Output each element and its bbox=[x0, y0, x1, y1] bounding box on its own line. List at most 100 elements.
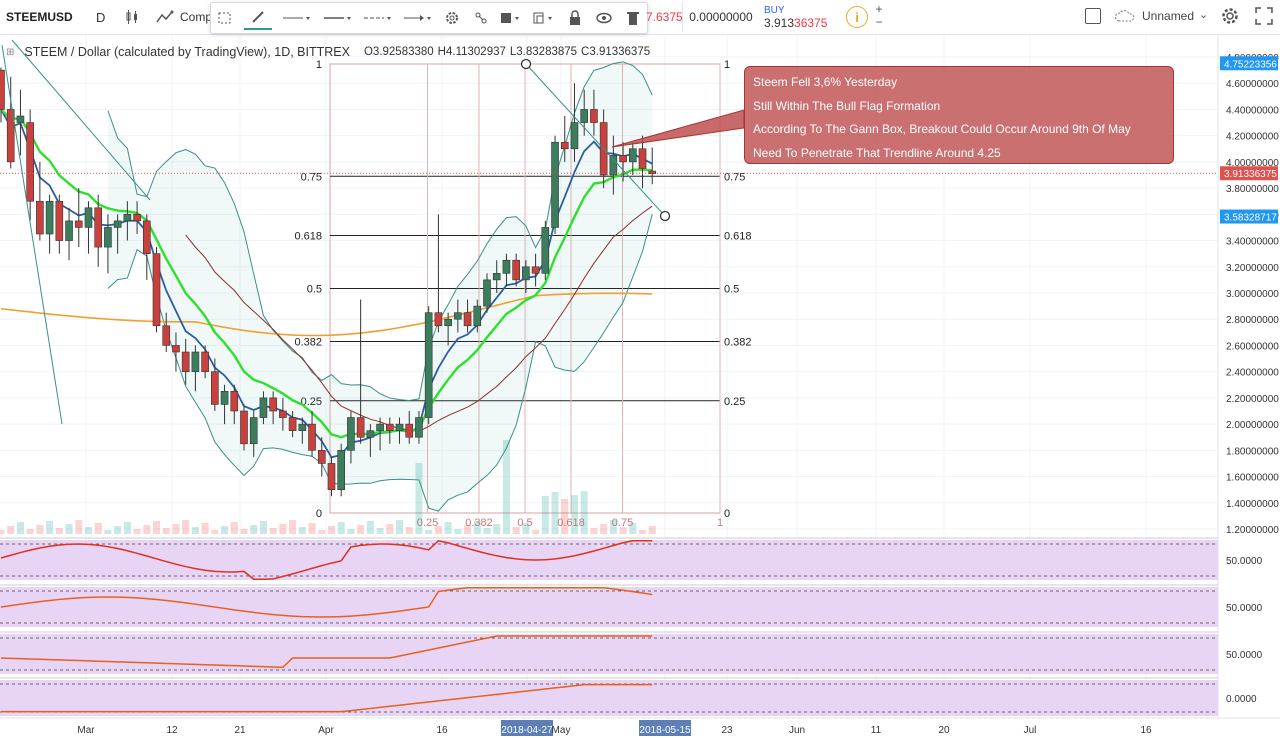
gann-level-label-right: 0.5 bbox=[724, 284, 739, 296]
checkbox-icon[interactable] bbox=[1085, 8, 1101, 24]
candle-body bbox=[424, 312, 433, 418]
candle-body bbox=[211, 371, 219, 405]
quantity-field[interactable]: 0.00000000 bbox=[682, 2, 759, 32]
candle-body bbox=[74, 220, 83, 228]
volume-bar bbox=[600, 524, 608, 534]
volume-bar bbox=[541, 496, 549, 534]
compare-label: Comp bbox=[180, 10, 213, 24]
candle-body bbox=[269, 397, 277, 412]
price-axis-bg bbox=[1218, 35, 1280, 738]
volume-bar bbox=[318, 530, 326, 534]
volume-bar bbox=[191, 527, 199, 534]
price-axis[interactable]: 4.800000004.600000004.400000004.20000000… bbox=[1217, 35, 1280, 738]
volume-bar bbox=[551, 492, 559, 534]
compare-button[interactable]: Comp bbox=[156, 0, 212, 34]
buy-button[interactable]: BUY 3.91336375 bbox=[760, 2, 846, 32]
volume-bar bbox=[279, 524, 287, 534]
sell-price[interactable]: 7.6375 bbox=[646, 10, 683, 24]
candle-body bbox=[143, 220, 151, 254]
line-style-icon[interactable] bbox=[361, 7, 393, 29]
candle-body bbox=[259, 397, 268, 418]
volume-bar bbox=[182, 520, 190, 534]
line-width-icon[interactable] bbox=[321, 7, 353, 29]
gann-level-label-left: 0.382 bbox=[294, 336, 322, 348]
candle-body bbox=[6, 109, 15, 163]
time-tick-label: 16 bbox=[1140, 725, 1152, 736]
visual-order-icon[interactable] bbox=[499, 7, 524, 29]
gann-level-label-right: 0.75 bbox=[724, 171, 745, 183]
volume-bar bbox=[230, 522, 238, 534]
long-moving-average bbox=[0, 292, 653, 337]
symbol-search[interactable]: STEEMUSD bbox=[6, 10, 73, 24]
buy-price: 3.91336375 bbox=[764, 15, 828, 30]
price-tick-label: 1.20000000 bbox=[1226, 525, 1279, 536]
volume-bar bbox=[561, 499, 569, 534]
candle-body bbox=[288, 417, 297, 431]
compare-icon bbox=[156, 10, 174, 23]
candle-body bbox=[454, 312, 462, 320]
info-icon[interactable]: i bbox=[846, 6, 868, 28]
gann-box[interactable]: 0 0 0.25 0.25 0.382 0.382 0.5 0.5 0.618 0.618 0.75… bbox=[294, 59, 751, 529]
time-tick-label: May bbox=[552, 725, 571, 736]
candle-body bbox=[152, 253, 161, 327]
candle-style-icon[interactable] bbox=[124, 0, 140, 34]
volume-bar bbox=[639, 530, 647, 534]
candle-body bbox=[337, 450, 346, 490]
line-color-icon[interactable] bbox=[280, 7, 312, 29]
time-tick-label: 2018-04-27 bbox=[501, 725, 553, 736]
candle-body bbox=[249, 417, 258, 445]
volume-bar bbox=[464, 525, 472, 534]
oscillator-pane bbox=[0, 680, 1218, 716]
candle-body bbox=[648, 170, 657, 174]
lock-icon[interactable] bbox=[564, 7, 585, 29]
settings-gear-icon[interactable] bbox=[441, 7, 462, 29]
candle-body bbox=[308, 423, 316, 451]
price-label-text: 3.91336375 bbox=[1224, 169, 1277, 180]
price-label-text: 3.58328717 bbox=[1224, 213, 1277, 224]
clone-icon[interactable] bbox=[470, 7, 491, 29]
time-tick-label: Mar bbox=[77, 725, 95, 736]
candle-body bbox=[492, 273, 501, 281]
gann-level-label-right: 0.618 bbox=[724, 231, 752, 243]
fullscreen-icon[interactable] bbox=[1254, 6, 1274, 26]
volume-bar bbox=[347, 529, 355, 534]
layout-name[interactable]: Unnamed bbox=[1142, 9, 1195, 23]
chevron-down-icon[interactable]: ⌄ bbox=[1199, 9, 1209, 21]
candle-body bbox=[405, 423, 414, 438]
volume-bar bbox=[493, 524, 501, 534]
volume-bar bbox=[337, 522, 345, 534]
selection-icon[interactable] bbox=[215, 7, 236, 29]
price-chart[interactable]: 0 0 0.25 0.25 0.382 0.382 0.5 0.5 0.618 0.618 0.75… bbox=[0, 35, 1280, 738]
volume-bar bbox=[104, 530, 112, 534]
ema-green-line bbox=[0, 108, 653, 439]
hide-eye-icon[interactable] bbox=[593, 7, 614, 29]
quantity-stepper[interactable]: + − bbox=[875, 2, 883, 29]
volume-bar bbox=[502, 440, 510, 534]
trash-icon[interactable] bbox=[622, 7, 643, 29]
time-tick-label: Jul bbox=[1024, 725, 1037, 736]
volume-bar bbox=[366, 521, 374, 534]
oscillator-level-label: 50.0000 bbox=[1226, 603, 1263, 614]
gann-level-label-left: 0.618 bbox=[294, 231, 322, 243]
candle-body bbox=[317, 450, 326, 464]
line-ending-icon[interactable] bbox=[401, 7, 433, 29]
volume-bar bbox=[386, 524, 394, 534]
volume-bar bbox=[221, 526, 229, 534]
candle-body bbox=[580, 109, 589, 123]
volume-bar bbox=[250, 525, 258, 534]
candle-body bbox=[522, 266, 530, 281]
interval-selector[interactable]: D bbox=[96, 9, 106, 25]
annotation-callout[interactable]: Steem Fell 3,6% Yesterday Still Within T… bbox=[744, 66, 1174, 164]
timeframe-visibility-icon[interactable] bbox=[532, 7, 557, 29]
volume-bar bbox=[240, 529, 248, 534]
candle-body bbox=[162, 325, 171, 346]
candle-body bbox=[385, 423, 394, 431]
bollinger-lower bbox=[107, 214, 653, 512]
volume-bar bbox=[94, 523, 102, 534]
pencil-icon[interactable] bbox=[243, 6, 273, 30]
oscillator-line bbox=[0, 587, 653, 618]
collapse-icon[interactable]: ⊞ bbox=[6, 46, 15, 58]
gear-icon[interactable] bbox=[1220, 6, 1240, 26]
candle-body bbox=[434, 312, 443, 327]
